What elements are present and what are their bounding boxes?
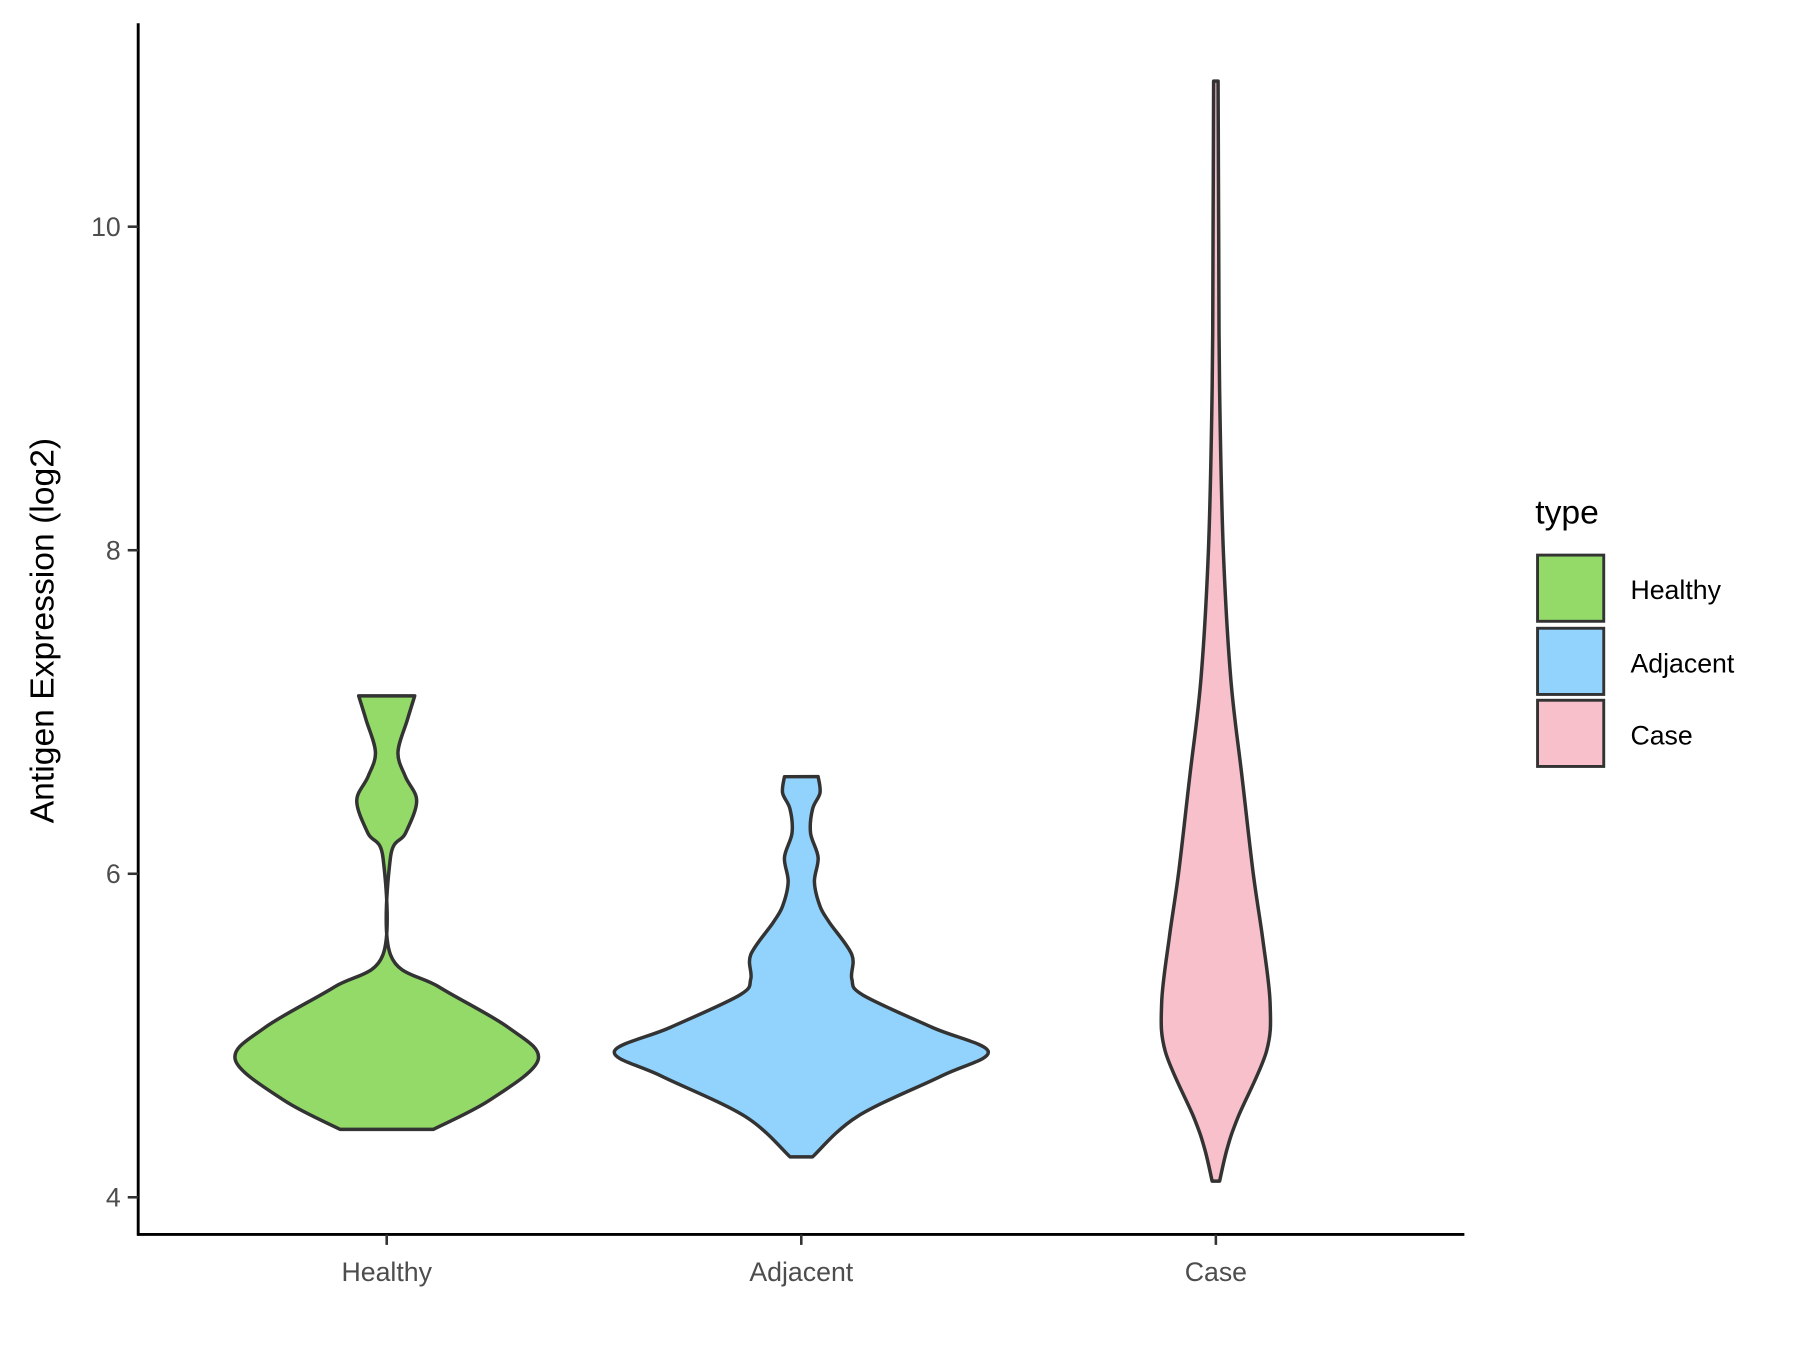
y-tick-label: 10: [91, 212, 121, 242]
y-axis-title: Antigen Expression (log2): [24, 438, 61, 823]
legend-key-case: [1536, 698, 1606, 768]
x-tick-label: Adjacent: [749, 1257, 853, 1287]
y-tick-label: 4: [106, 1183, 121, 1213]
x-tick-label: Healthy: [341, 1257, 432, 1287]
y-ticks: 4 6 8 10: [91, 212, 139, 1213]
violin-healthy: [233, 694, 541, 1132]
legend-label: Healthy: [1630, 575, 1721, 605]
y-tick-label: 6: [106, 859, 121, 889]
legend-title: type: [1535, 495, 1599, 532]
legend-key-adjacent: [1536, 626, 1606, 696]
legend-key-healthy: [1536, 553, 1606, 623]
violins: [233, 79, 1273, 1183]
x-tick-label: Case: [1185, 1257, 1247, 1287]
legend-label: Adjacent: [1630, 648, 1734, 678]
legend: type Healthy Adjacent Case: [1535, 495, 1735, 768]
violin-case: [1159, 79, 1273, 1183]
violin-adjacent: [612, 774, 991, 1159]
x-ticks: Healthy Adjacent Case: [341, 1234, 1247, 1287]
legend-label: Case: [1630, 720, 1692, 750]
y-tick-label: 8: [106, 536, 121, 566]
